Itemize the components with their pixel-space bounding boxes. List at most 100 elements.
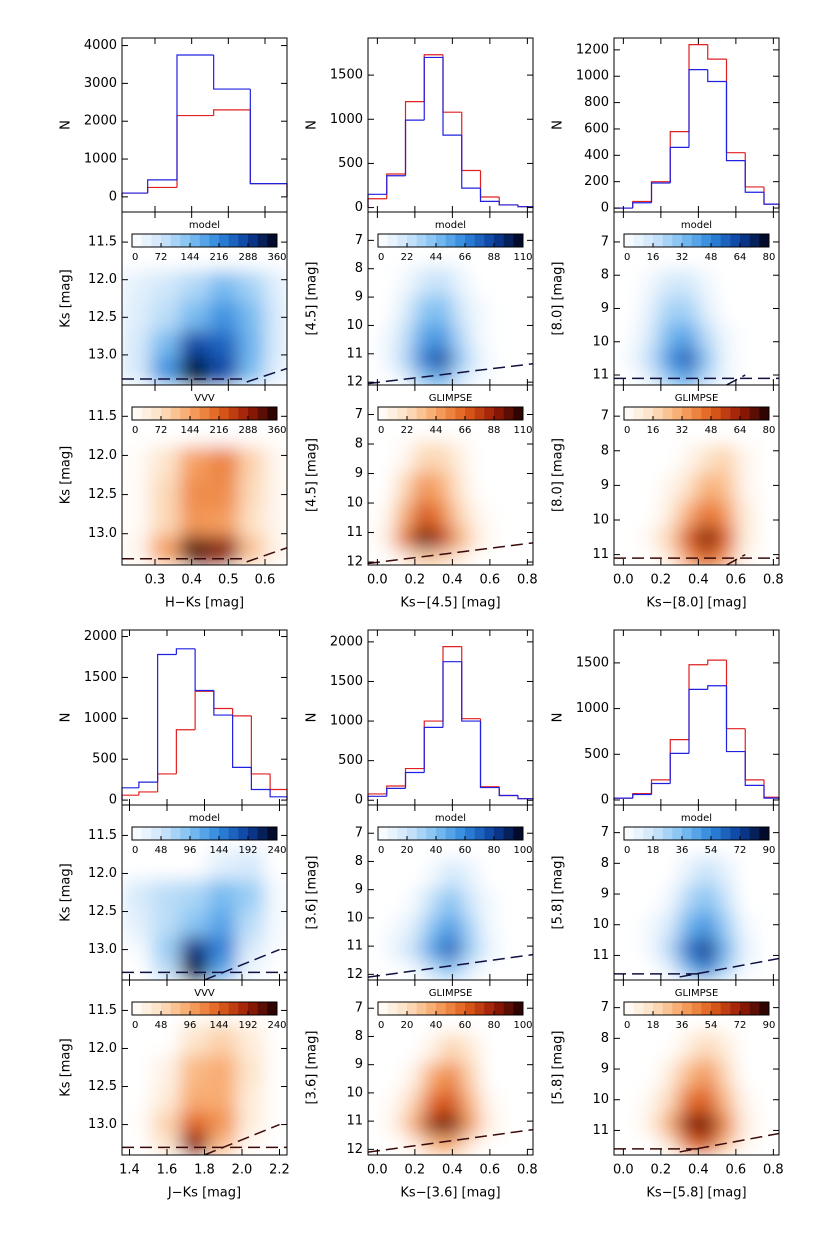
density-cell xyxy=(150,536,182,563)
colorbar-segment xyxy=(132,1002,143,1015)
x-tick-label: 0.6 xyxy=(480,573,501,588)
colorbar-segment xyxy=(662,1002,673,1015)
density-cell xyxy=(678,527,700,551)
density-cell xyxy=(180,937,211,961)
density-cell xyxy=(451,502,473,531)
colorbar-segment xyxy=(691,827,702,840)
histogram-step xyxy=(386,787,406,797)
histogram-step xyxy=(442,646,462,722)
colorbar-segment xyxy=(494,234,505,247)
y-tick-label: 11 xyxy=(346,939,363,954)
density-cell xyxy=(451,349,473,372)
density-cell xyxy=(451,324,473,352)
colorbar-segment xyxy=(494,1002,505,1015)
colorbar-segment xyxy=(397,1002,408,1015)
y-tick-label: 9 xyxy=(355,1057,363,1072)
histogram-step xyxy=(232,715,252,768)
colorbar-segment xyxy=(190,234,201,247)
y-tick-label: 8 xyxy=(601,856,609,871)
colorbar-segment xyxy=(161,827,172,840)
histogram-step xyxy=(707,69,727,83)
x-axis-label: J−Ks [mag] xyxy=(167,1186,241,1201)
colorbar-segment xyxy=(407,407,418,420)
histogram-step xyxy=(442,57,462,136)
colorbar-segment xyxy=(180,827,191,840)
colorbar-segment xyxy=(643,1002,654,1015)
y-tick-label: 10 xyxy=(346,910,363,925)
colorbar-segment xyxy=(132,407,143,420)
density-cell xyxy=(395,502,416,531)
histogram-step xyxy=(763,785,780,800)
x-tick-label: 1.6 xyxy=(157,1163,178,1178)
x-tick-label: 0.0 xyxy=(613,573,634,588)
y-tick-label: 10 xyxy=(592,1092,609,1107)
colorbar-tick-label: 66 xyxy=(459,252,472,263)
x-tick-label: 0.6 xyxy=(480,1163,501,1178)
x-tick-label: 0.4 xyxy=(688,1163,709,1178)
density-cell xyxy=(404,888,426,919)
density-cell xyxy=(470,369,491,385)
density-cell xyxy=(413,296,435,327)
colorbar-label: model xyxy=(435,220,466,231)
y-tick-label: 10 xyxy=(592,917,609,932)
limit-line xyxy=(368,362,533,385)
density-cells xyxy=(385,860,501,979)
density-cell xyxy=(264,1133,287,1155)
colorbar-segment xyxy=(662,407,673,420)
density-cells xyxy=(123,849,287,980)
colorbar-segment xyxy=(720,1002,731,1015)
density-cell xyxy=(122,536,153,563)
density-cell xyxy=(442,916,463,943)
histogram-step xyxy=(404,771,425,789)
y-tick-label: 12.0 xyxy=(88,272,117,287)
colorbar-segment xyxy=(662,234,673,247)
colorbar-segment xyxy=(672,234,683,247)
density-cell xyxy=(432,472,454,505)
density-cell xyxy=(150,271,182,304)
y-tick-label: 10 xyxy=(592,334,609,349)
y-tick-label: 1000 xyxy=(576,701,609,716)
colorbar-segment xyxy=(474,234,485,247)
y-tick-label: 12 xyxy=(346,375,363,390)
y-tick-label: 1000 xyxy=(84,711,117,726)
density-cell xyxy=(264,301,287,334)
density-cell xyxy=(395,296,416,327)
density-cell xyxy=(734,959,756,977)
density-cell xyxy=(734,939,756,962)
y-tick-label: 12.0 xyxy=(88,448,117,463)
colorbar-segment xyxy=(513,1002,524,1015)
histogram-step xyxy=(176,54,214,180)
colorbar-segment xyxy=(474,1002,485,1015)
histogram-step xyxy=(147,179,177,194)
colorbar-segment xyxy=(759,407,770,420)
colorbar-segment xyxy=(180,1002,191,1015)
histogram-step xyxy=(744,152,764,188)
density-cell xyxy=(404,916,426,943)
colorbar-tick-label: 0 xyxy=(624,252,630,263)
y-axis-label: N xyxy=(551,120,566,130)
density-cell xyxy=(659,349,681,372)
histogram-step xyxy=(479,170,500,198)
density-cell xyxy=(697,527,719,551)
colorbar-segment xyxy=(199,234,210,247)
y-axis-label: [3.6] [mag] xyxy=(305,856,320,930)
colorbar-tick-label: 240 xyxy=(267,845,286,856)
density-cell xyxy=(236,937,267,961)
density-cell xyxy=(716,1114,737,1137)
colorbar-segment xyxy=(513,827,524,840)
histogram-step xyxy=(442,661,462,728)
density-cell xyxy=(264,880,287,913)
y-axis-label: [4.5] [mag] xyxy=(305,262,320,336)
colorbar-tick-label: 44 xyxy=(430,425,443,436)
colorbar-segment xyxy=(633,1002,644,1015)
density-cell xyxy=(264,357,287,383)
density-cell xyxy=(395,369,416,385)
colorbar-segment xyxy=(465,407,476,420)
colorbar-tick-label: 40 xyxy=(430,1020,443,1031)
y-tick-label: 11 xyxy=(592,547,609,562)
panel-frame xyxy=(613,629,780,806)
density-map xyxy=(614,270,779,385)
histogram-step xyxy=(725,685,746,753)
colorbar-tick-label: 144 xyxy=(209,1020,228,1031)
density-cell xyxy=(697,939,719,962)
